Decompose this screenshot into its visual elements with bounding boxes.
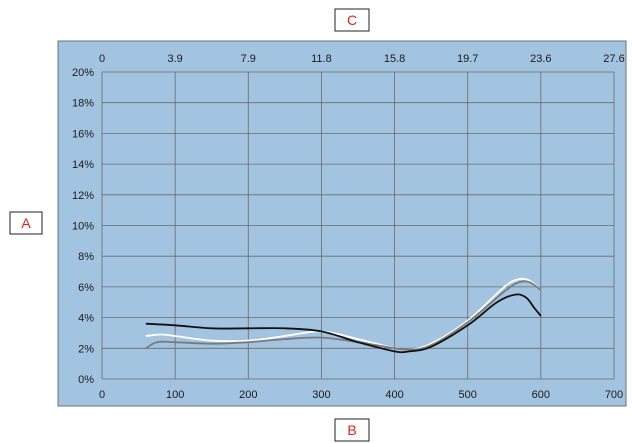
y-tick-label: 20% <box>72 67 94 79</box>
x-tick-label: 200 <box>239 389 257 401</box>
top-tick-label: 3.9 <box>167 53 182 65</box>
x-tick-label: 100 <box>166 389 184 401</box>
y-tick-label: 12% <box>72 190 94 202</box>
top-axis-label-box: C <box>334 8 370 32</box>
y-tick-label: 8% <box>78 251 94 263</box>
series-line-3 <box>145 293 542 354</box>
top-tick-label: 23.6 <box>530 53 551 65</box>
y-tick-label: 6% <box>78 282 94 294</box>
top-tick-label: 15.8 <box>384 53 405 65</box>
y-tick-label: 16% <box>72 128 94 140</box>
top-tick-label: 7.9 <box>241 53 256 65</box>
y-axis-label: A <box>21 215 31 231</box>
y-tick-label: 10% <box>72 221 94 233</box>
y-tick-label: 4% <box>78 313 94 325</box>
top-axis-ticks: 0 3.9 7.9 11.8 15.8 19.7 23.6 27.6 <box>99 53 625 65</box>
y-axis-ticks: 0% 2% 4% 6% 8% 10% 12% 14% 16% 18% 20% <box>72 67 94 386</box>
y-tick-label: 14% <box>72 159 94 171</box>
x-tick-label: 300 <box>312 389 330 401</box>
y-tick-label: 0% <box>78 374 94 386</box>
top-tick-label: 27.6 <box>603 53 624 65</box>
series-lines <box>145 277 542 354</box>
y-tick-label: 2% <box>78 343 94 355</box>
series-line-1 <box>145 277 542 352</box>
grid <box>101 71 615 380</box>
x-axis-label: B <box>347 422 356 438</box>
x-tick-label: 400 <box>385 389 403 401</box>
x-tick-label: 500 <box>459 389 477 401</box>
x-axis-label-box: B <box>334 418 370 442</box>
plot-area <box>57 40 627 407</box>
top-axis-label: C <box>347 12 357 28</box>
series-line-2 <box>145 280 542 351</box>
y-axis-label-box: A <box>9 211 43 235</box>
x-axis-ticks: 0 100 200 300 400 500 600 700 <box>99 389 623 401</box>
top-tick-label: 11.8 <box>311 53 332 65</box>
top-tick-label: 0 <box>99 53 105 65</box>
y-tick-label: 18% <box>72 98 94 110</box>
x-tick-label: 600 <box>532 389 550 401</box>
x-tick-label: 0 <box>99 389 105 401</box>
x-tick-label: 700 <box>605 389 623 401</box>
top-tick-label: 19.7 <box>457 53 478 65</box>
